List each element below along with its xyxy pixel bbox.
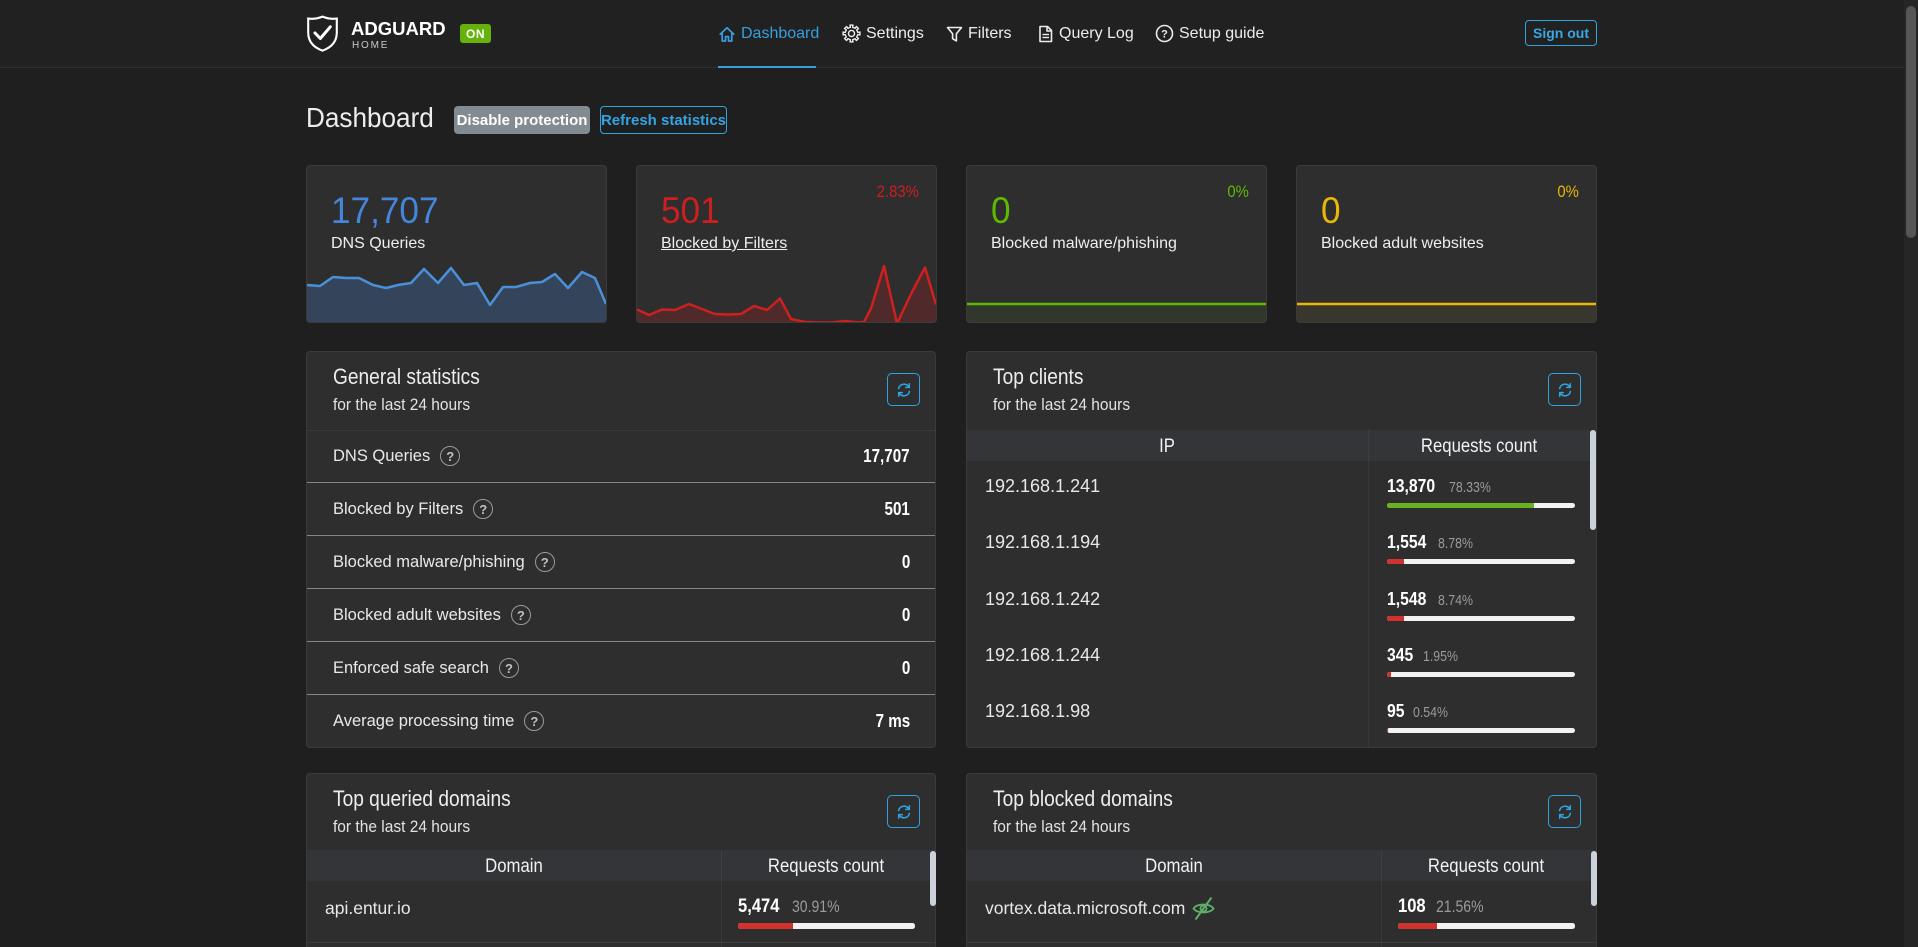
- svg-text:?: ?: [1161, 29, 1168, 41]
